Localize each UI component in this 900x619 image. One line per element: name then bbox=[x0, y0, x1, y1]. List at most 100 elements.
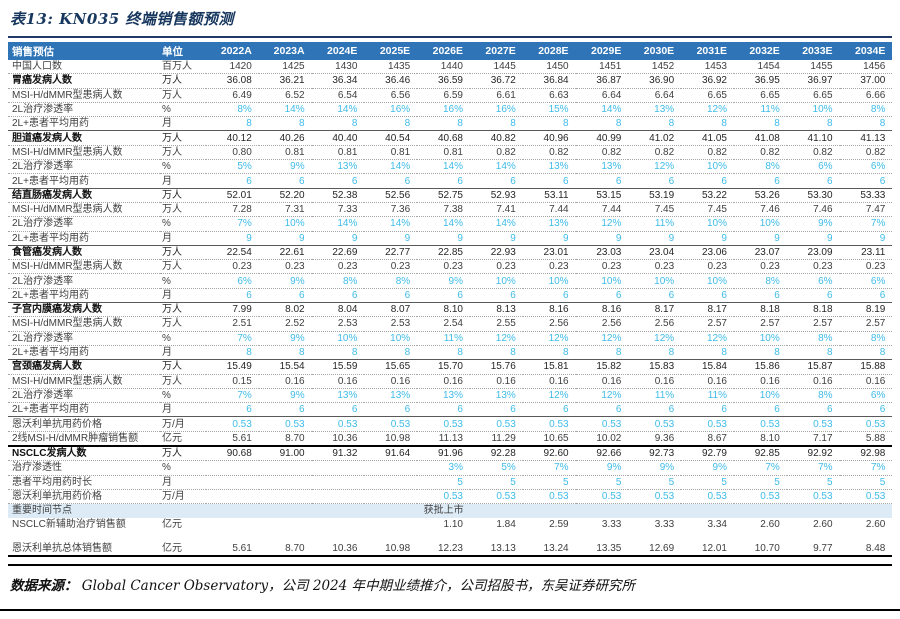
table-row: 胃癌发病人数 万人 36.08 36.21 36.34 36.46 36.59 36.72 36… bbox=[8, 73, 893, 89]
table-row: NSCLC发病人数 万人 90.68 91.00 91.32 91.64 91.96 92.2… bbox=[8, 446, 893, 462]
value-cell: 8 bbox=[417, 345, 470, 361]
value-cell: 5.61 bbox=[206, 431, 259, 448]
table-row: 重要时间节点 获批上市 bbox=[8, 503, 893, 518]
value-cell: 0.53 bbox=[575, 489, 629, 505]
value-cell: 10.98 bbox=[364, 431, 418, 448]
value-cell: 11.13 bbox=[417, 431, 470, 448]
value-cell: 1452 bbox=[628, 60, 682, 75]
value-cell: 6 bbox=[311, 173, 365, 189]
value-cell: 6.66 bbox=[839, 88, 893, 103]
value-cell: 53.19 bbox=[628, 188, 682, 203]
column-header-year-2029E: 2029E bbox=[575, 42, 629, 60]
value-cell: 6 bbox=[364, 288, 418, 304]
column-header-label: 销售预估 bbox=[8, 42, 160, 60]
value-cell: 7.31 bbox=[258, 202, 312, 218]
value-cell: 8.18 bbox=[733, 302, 787, 318]
value-cell: 14% bbox=[417, 216, 470, 232]
row-unit: 万人 bbox=[160, 374, 206, 389]
table-row bbox=[8, 531, 892, 542]
row-label: 宫颈癌发病人数 bbox=[8, 359, 160, 375]
row-label: 重要时间节点 bbox=[8, 503, 160, 518]
value-cell bbox=[364, 503, 418, 518]
value-cell: 0.16 bbox=[786, 374, 840, 389]
table-row: 2L+患者平均用药月 6 6 6 6 6 6 6 6 6 6 6 6 6 bbox=[8, 402, 893, 418]
row-unit: 万/月 bbox=[160, 416, 206, 432]
value-cell: 53.22 bbox=[681, 188, 734, 203]
value-cell: 8.48 bbox=[839, 541, 893, 558]
value-cell: 6 bbox=[733, 173, 787, 189]
value-cell bbox=[259, 518, 312, 531]
value-cell: 6.64 bbox=[575, 88, 629, 103]
table-row: 食管癌发病人数 万人 22.54 22.61 22.69 22.77 22.85 22.93 2… bbox=[8, 245, 893, 261]
column-header-year-2025E: 2025E bbox=[364, 42, 418, 60]
column-header-year-2028E: 2028E bbox=[522, 42, 576, 60]
value-cell: 0.53 bbox=[206, 416, 259, 432]
value-cell: 0.82 bbox=[575, 145, 629, 161]
value-cell: 9 bbox=[206, 231, 259, 246]
value-cell: 15.70 bbox=[417, 359, 470, 375]
value-cell: 92.85 bbox=[733, 446, 787, 462]
value-cell: 23.06 bbox=[681, 245, 734, 261]
value-cell: 13.24 bbox=[522, 541, 576, 558]
value-cell: 7% bbox=[206, 388, 259, 404]
value-cell: 6 bbox=[417, 402, 470, 418]
value-cell: 7.36 bbox=[364, 202, 418, 218]
value-cell: 8 bbox=[364, 116, 418, 132]
value-cell bbox=[523, 531, 576, 542]
data-source-text: Global Cancer Observatory，公司 2024 年中期业绩推… bbox=[81, 578, 636, 595]
value-cell: 36.90 bbox=[628, 73, 682, 89]
value-cell: 15.84 bbox=[681, 359, 734, 375]
value-cell: 8 bbox=[681, 116, 734, 132]
value-cell: 5% bbox=[469, 460, 523, 476]
value-cell: 0.16 bbox=[417, 374, 470, 389]
value-cell: 8.17 bbox=[628, 302, 682, 318]
value-cell: 92.60 bbox=[522, 446, 576, 462]
value-cell: 6.65 bbox=[733, 88, 787, 103]
value-cell: 0.53 bbox=[469, 416, 523, 432]
value-cell: 90.68 bbox=[206, 446, 259, 462]
table-title: 表13: KN035 终端销售额预测 bbox=[10, 10, 234, 28]
value-cell: 6.56 bbox=[364, 88, 418, 103]
value-cell: 13% bbox=[311, 159, 365, 175]
row-unit: % bbox=[160, 102, 206, 118]
value-cell: 6 bbox=[628, 173, 682, 189]
row-label: MSI-H/dMMR型患病人数 bbox=[8, 316, 160, 332]
value-cell: 0.16 bbox=[733, 374, 787, 389]
value-cell: 8 bbox=[628, 345, 682, 361]
value-cell: 12% bbox=[522, 388, 576, 404]
value-cell: 8% bbox=[206, 102, 259, 118]
value-cell: 0.82 bbox=[733, 145, 787, 161]
value-cell: 6 bbox=[575, 288, 629, 304]
value-cell: 8 bbox=[469, 116, 523, 132]
value-cell: 2.52 bbox=[258, 316, 312, 332]
row-label: NSCLC新辅助治疗销售额 bbox=[12, 518, 126, 530]
value-cell: 52.01 bbox=[206, 188, 259, 203]
value-cell: 0.23 bbox=[786, 259, 840, 275]
value-cell: 0.82 bbox=[628, 145, 682, 161]
table-row: 2L+患者平均用药月 6 6 6 6 6 6 6 6 6 6 6 6 6 bbox=[8, 173, 893, 189]
value-cell: 7% bbox=[206, 216, 259, 232]
value-cell: 7.33 bbox=[311, 202, 365, 218]
table-row: 2线MSI-H/dMMR肿瘤销售额 亿元 5.61 8.70 10.36 10.98 11.… bbox=[8, 431, 893, 448]
value-cell: 7% bbox=[786, 460, 840, 476]
value-cell: 11.29 bbox=[469, 431, 523, 448]
value-cell: 9% bbox=[258, 331, 312, 346]
value-cell: 8% bbox=[839, 331, 893, 346]
value-cell: 52.56 bbox=[364, 188, 418, 203]
value-cell: 37.00 bbox=[839, 73, 893, 89]
value-cell: 9% bbox=[258, 273, 312, 289]
table-row: MSI-H/dMMR型患病人数 万人 0.80 0.81 0.81 0.81 0.81 0.8… bbox=[8, 145, 893, 161]
value-cell: 0.53 bbox=[417, 489, 470, 505]
column-header-year-2024E: 2024E bbox=[311, 42, 365, 60]
value-cell: 52.38 bbox=[311, 188, 365, 203]
value-cell: 6% bbox=[839, 388, 893, 404]
value-cell: 6.61 bbox=[469, 88, 523, 103]
value-cell: 6 bbox=[628, 288, 682, 304]
value-cell: 6% bbox=[839, 273, 893, 289]
table-row: MSI-H/dMMR型患病人数 万人 7.28 7.31 7.33 7.36 7.38 7.4… bbox=[8, 202, 893, 218]
value-cell: 9 bbox=[681, 231, 734, 246]
value-cell: 7.44 bbox=[575, 202, 629, 218]
value-cell: 15.65 bbox=[364, 359, 418, 375]
row-label: 结直肠癌发病人数 bbox=[8, 188, 160, 203]
table-row: 2L治疗渗透率% 7% 9% 13% 13% 13% 13% 12% 12% 11% 11% 10% 8… bbox=[8, 388, 893, 404]
